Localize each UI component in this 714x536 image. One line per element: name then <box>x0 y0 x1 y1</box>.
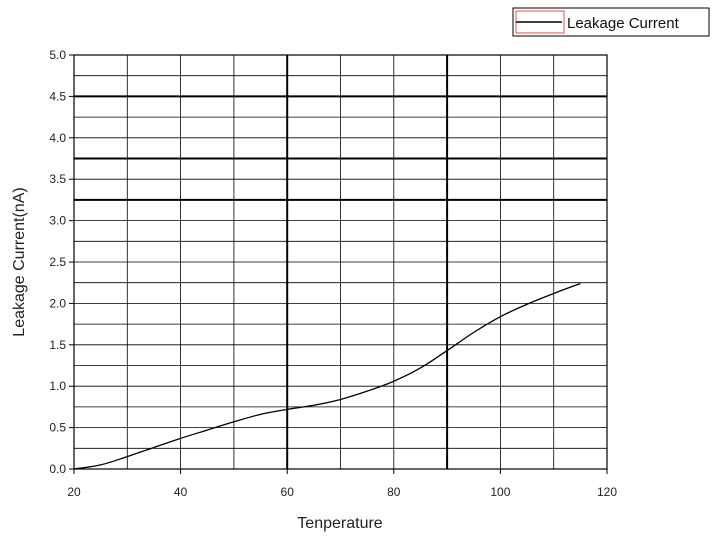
series-line-leakage-current <box>73 282 581 470</box>
y-tick-label: 4.5 <box>49 89 66 103</box>
x-axis: 20 40 60 80 100 120 <box>67 469 617 499</box>
y-axis: 0.0 0.5 1.0 1.5 2.0 2.5 3.0 3.5 4.0 4.5 5.0 <box>49 48 74 476</box>
x-tick-label: 20 <box>67 485 81 499</box>
x-tick-label: 60 <box>281 485 295 499</box>
series-layer <box>73 282 581 470</box>
y-tick-label: 2.0 <box>49 296 66 310</box>
y-tick-label: 2.5 <box>49 255 66 269</box>
y-tick-label: 1.5 <box>49 338 66 352</box>
x-axis-title: Tenperature <box>297 515 382 532</box>
y-tick-label: 4.0 <box>49 131 66 145</box>
legend-label: Leakage Current <box>567 15 680 32</box>
x-tick-label: 80 <box>387 485 401 499</box>
x-tick-label: 120 <box>597 485 617 499</box>
grid <box>74 55 607 469</box>
y-tick-label: 0.5 <box>49 421 66 435</box>
y-tick-label: 3.0 <box>49 214 66 228</box>
x-tick-label: 100 <box>490 485 510 499</box>
y-tick-label: 3.5 <box>49 172 66 186</box>
y-tick-label: 0.0 <box>49 462 66 476</box>
legend: Leakage Current <box>512 7 710 37</box>
x-tick-label: 40 <box>174 485 188 499</box>
grid-emphasis-lines <box>74 55 607 469</box>
y-tick-label: 5.0 <box>49 48 66 62</box>
y-tick-label: 1.0 <box>49 379 66 393</box>
y-axis-title: Leakage Current(nA) <box>11 187 28 336</box>
